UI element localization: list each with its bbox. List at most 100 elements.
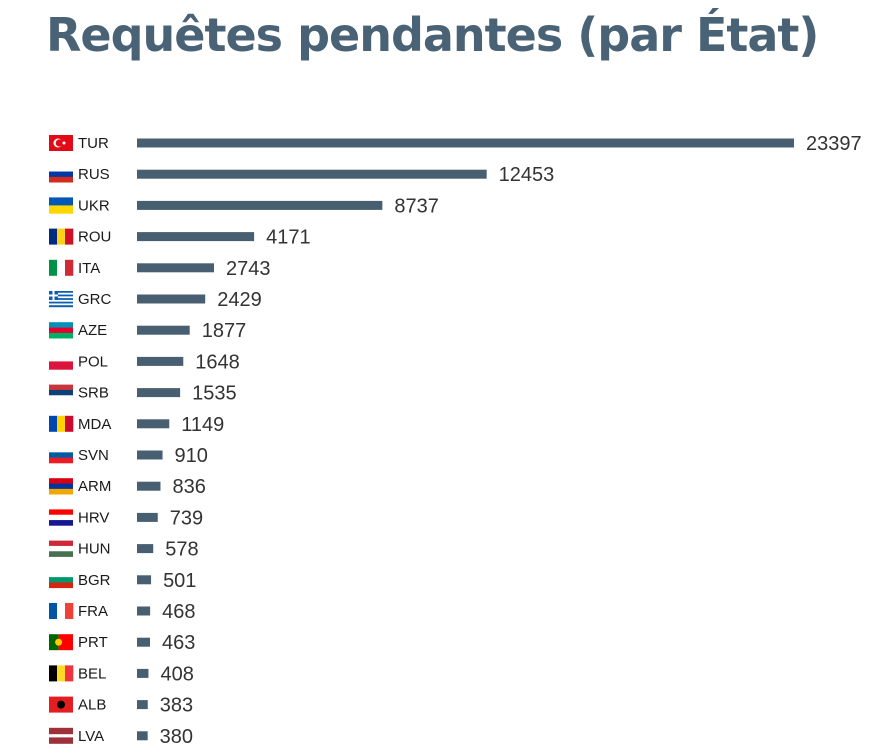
value-label: 2429 — [217, 289, 261, 311]
bar-alb — [137, 700, 148, 710]
bar-row-rou: ROU 4171 — [49, 227, 311, 249]
value-label: 8737 — [394, 195, 439, 217]
flag-grc-icon — [49, 291, 73, 308]
flag-mda-icon — [49, 415, 74, 432]
category-label: BGR — [78, 572, 111, 589]
value-label: 4171 — [266, 227, 311, 249]
flag-fra-icon — [49, 603, 74, 619]
category-label: ARM — [78, 478, 111, 495]
category-label: SVN — [78, 447, 109, 464]
bar-srb — [137, 388, 181, 398]
value-label: 383 — [160, 695, 193, 717]
bar-row-fra: FRA 468 — [49, 601, 196, 623]
flag-svn-icon — [49, 447, 73, 464]
bar-rus — [137, 169, 487, 179]
bar-fra — [137, 606, 151, 616]
category-label: RUS — [78, 166, 110, 183]
category-label: SRB — [78, 385, 109, 402]
category-label: POL — [78, 353, 108, 370]
value-label: 1535 — [192, 383, 237, 405]
value-label: 1149 — [181, 414, 224, 436]
bar-row-hrv: HRV 739 — [49, 507, 203, 529]
category-label: HUN — [78, 541, 111, 558]
category-label: UKR — [78, 197, 110, 214]
category-label: GRC — [78, 291, 112, 308]
flag-rou-icon — [49, 228, 74, 245]
value-label: 380 — [160, 726, 193, 748]
bar-lva — [137, 731, 148, 741]
bar-row-prt: PRT 463 — [49, 632, 195, 654]
category-label: LVA — [78, 728, 104, 745]
bar-row-aze: AZE 1877 — [49, 320, 246, 342]
bar-bel — [137, 668, 149, 678]
flag-bel-icon — [49, 665, 74, 682]
bar-hun — [137, 544, 154, 554]
value-label: 910 — [175, 445, 208, 467]
value-label: 578 — [165, 539, 198, 561]
category-label: ALB — [78, 697, 106, 714]
flag-tur-icon — [49, 135, 73, 151]
bar-row-ita: ITA 2743 — [49, 258, 271, 280]
bar-bgr — [137, 575, 152, 585]
value-label: 1648 — [195, 351, 240, 373]
bar-row-hun: HUN 578 — [49, 539, 199, 561]
flag-rus-icon — [49, 166, 73, 183]
value-label: 1877 — [202, 320, 247, 342]
flag-aze-icon — [49, 322, 73, 339]
bar-row-svn: SVN 910 — [49, 445, 208, 467]
bar-row-grc: GRC 2429 — [49, 289, 262, 311]
bar-row-bgr: BGR 501 — [49, 570, 196, 592]
value-label: 408 — [160, 663, 193, 685]
flag-pol-icon — [49, 353, 73, 370]
flag-hun-icon — [49, 540, 73, 557]
chart-title: Requêtes pendantes (par État) — [46, 8, 819, 62]
flag-srb-icon — [49, 384, 73, 401]
category-label: MDA — [78, 416, 111, 433]
category-label: FRA — [78, 603, 108, 620]
bar-pol — [137, 356, 184, 366]
flag-ita-icon — [49, 259, 74, 276]
bar-svn — [137, 450, 163, 460]
value-label: 836 — [172, 476, 205, 498]
bar-prt — [137, 637, 151, 647]
category-label: AZE — [78, 322, 107, 339]
bar-row-ukr: UKR 8737 — [49, 195, 439, 217]
value-label: 12453 — [499, 164, 555, 186]
category-label: HRV — [78, 509, 109, 526]
bar-ukr — [137, 200, 383, 210]
bar-row-srb: SRB 1535 — [49, 383, 237, 405]
value-label: 463 — [162, 632, 195, 654]
bar-row-alb: ALB 383 — [49, 695, 193, 717]
bar-grc — [137, 294, 206, 304]
bar-row-mda: MDA 1149 — [49, 414, 224, 436]
bar-row-arm: ARM 836 — [49, 476, 206, 498]
flag-bgr-icon — [49, 571, 73, 589]
flag-alb-icon — [49, 696, 73, 713]
bar-ita — [137, 263, 215, 273]
bar-hrv — [137, 512, 158, 522]
value-label: 501 — [163, 570, 196, 592]
bar-row-tur: TUR 23397 — [49, 133, 862, 155]
bar-arm — [137, 481, 161, 491]
bar-row-bel: BEL 408 — [49, 663, 194, 685]
category-label: PRT — [78, 634, 108, 651]
flag-ukr-icon — [49, 197, 73, 214]
bar-row-lva: LVA 380 — [49, 726, 193, 748]
flag-hrv-icon — [49, 509, 73, 526]
category-label: TUR — [78, 135, 109, 152]
flag-prt-icon — [49, 634, 73, 651]
category-label: BEL — [78, 665, 106, 682]
flag-lva-icon — [49, 727, 73, 744]
bar-rou — [137, 232, 255, 242]
bar-tur — [137, 138, 794, 148]
bar-row-rus: RUS 12453 — [49, 164, 554, 186]
bar-row-pol: POL 1648 — [49, 351, 240, 373]
value-label: 23397 — [806, 133, 862, 155]
category-label: ROU — [78, 229, 111, 246]
value-label: 739 — [170, 507, 203, 529]
value-label: 2743 — [226, 258, 271, 280]
bar-mda — [137, 419, 170, 429]
bar-aze — [137, 325, 190, 335]
value-label: 468 — [162, 601, 195, 623]
